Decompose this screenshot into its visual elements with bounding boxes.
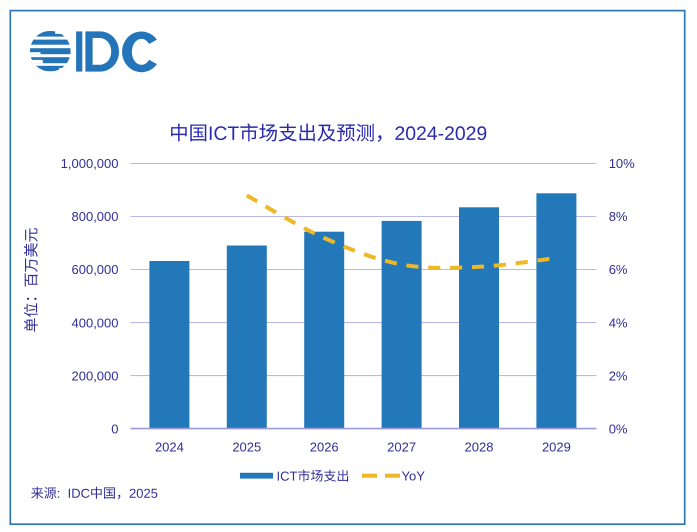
svg-text:6%: 6% bbox=[609, 262, 628, 277]
svg-text:2%: 2% bbox=[609, 368, 628, 383]
svg-text:800,000: 800,000 bbox=[72, 209, 119, 224]
svg-text:2027: 2027 bbox=[387, 440, 416, 455]
svg-text:400,000: 400,000 bbox=[72, 315, 119, 330]
svg-text:600,000: 600,000 bbox=[72, 262, 119, 277]
svg-text:2028: 2028 bbox=[465, 440, 494, 455]
svg-text:8%: 8% bbox=[609, 209, 628, 224]
svg-text:200,000: 200,000 bbox=[72, 368, 119, 383]
svg-text:0%: 0% bbox=[609, 421, 628, 436]
svg-text:YoY: YoY bbox=[402, 468, 426, 483]
svg-text:2024: 2024 bbox=[155, 440, 184, 455]
svg-text:2029: 2029 bbox=[542, 440, 571, 455]
svg-text:2026: 2026 bbox=[310, 440, 339, 455]
svg-text:10%: 10% bbox=[609, 156, 635, 171]
svg-text:1,000,000: 1,000,000 bbox=[61, 156, 119, 171]
svg-text:0: 0 bbox=[111, 421, 118, 436]
svg-text:4%: 4% bbox=[609, 315, 628, 330]
svg-text:2025: 2025 bbox=[232, 440, 261, 455]
